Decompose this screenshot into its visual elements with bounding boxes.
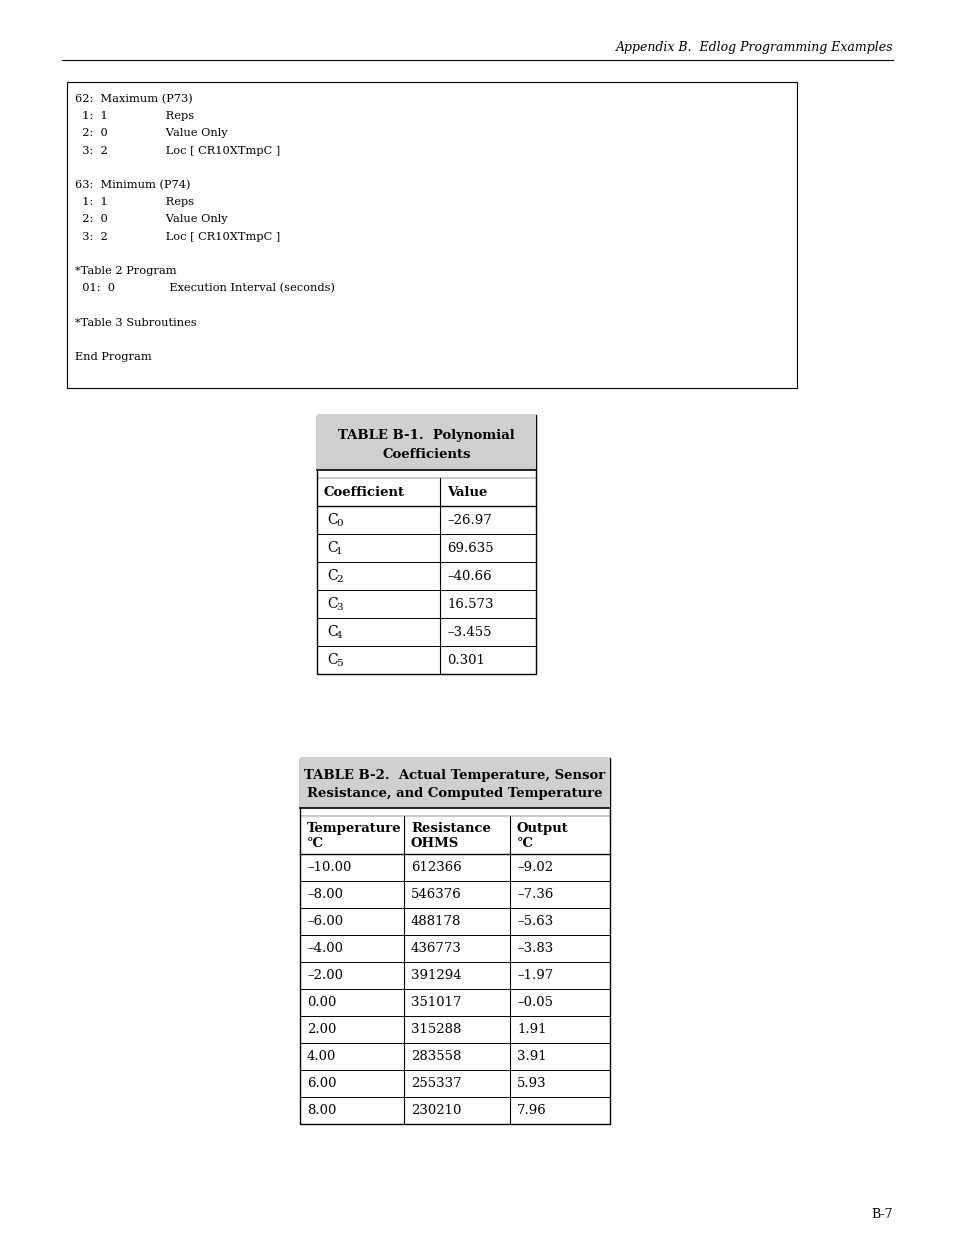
Text: Appendix B.  Edlog Programming Examples: Appendix B. Edlog Programming Examples — [615, 42, 892, 54]
Text: Coefficient: Coefficient — [324, 485, 405, 499]
Text: °C: °C — [307, 837, 324, 850]
Text: *Table 3 Subroutines: *Table 3 Subroutines — [75, 317, 196, 327]
Text: 546376: 546376 — [411, 888, 461, 902]
Text: 2:  0                Value Only: 2: 0 Value Only — [75, 128, 228, 138]
Text: –7.36: –7.36 — [517, 888, 553, 902]
Text: C: C — [327, 541, 337, 555]
Text: Output: Output — [517, 821, 568, 835]
Text: 1:  1                Reps: 1: 1 Reps — [75, 111, 193, 121]
Text: –3.455: –3.455 — [447, 625, 491, 638]
Text: –8.00: –8.00 — [307, 888, 343, 902]
Text: 4.00: 4.00 — [307, 1050, 336, 1063]
Text: 255337: 255337 — [411, 1077, 461, 1091]
Text: 283558: 283558 — [411, 1050, 461, 1063]
Text: OHMS: OHMS — [411, 837, 458, 850]
Text: –0.05: –0.05 — [517, 995, 553, 1009]
Text: 1: 1 — [335, 547, 342, 556]
Text: C: C — [327, 597, 337, 611]
Text: –3.83: –3.83 — [517, 942, 553, 955]
Text: 0.00: 0.00 — [307, 995, 336, 1009]
Text: TABLE B-1.  Polynomial: TABLE B-1. Polynomial — [337, 430, 515, 442]
Text: 1:  1                Reps: 1: 1 Reps — [75, 198, 193, 207]
Text: TABLE B-2.  Actual Temperature, Sensor: TABLE B-2. Actual Temperature, Sensor — [304, 769, 605, 782]
Bar — [316, 415, 536, 674]
Text: C: C — [327, 513, 337, 527]
Bar — [316, 415, 536, 471]
Bar — [67, 82, 796, 388]
Text: –26.97: –26.97 — [447, 514, 491, 526]
Text: C: C — [327, 625, 337, 638]
Text: 2.00: 2.00 — [307, 1023, 336, 1036]
Text: *Table 2 Program: *Table 2 Program — [75, 266, 176, 275]
Text: 3: 3 — [335, 603, 342, 613]
Text: 2: 2 — [335, 576, 342, 584]
Text: B-7: B-7 — [871, 1209, 892, 1221]
Text: C: C — [327, 569, 337, 583]
Text: –9.02: –9.02 — [517, 861, 553, 874]
Text: –6.00: –6.00 — [307, 915, 343, 927]
Text: –10.00: –10.00 — [307, 861, 351, 874]
Text: 63:  Minimum (P74): 63: Minimum (P74) — [75, 180, 191, 190]
Text: 0.301: 0.301 — [447, 653, 484, 667]
Text: 16.573: 16.573 — [447, 598, 493, 610]
Text: 488178: 488178 — [411, 915, 461, 927]
Text: C: C — [327, 653, 337, 667]
Text: –1.97: –1.97 — [517, 969, 553, 982]
Text: 3.91: 3.91 — [517, 1050, 546, 1063]
Text: Temperature: Temperature — [307, 821, 401, 835]
Text: 230210: 230210 — [411, 1104, 461, 1116]
Text: 351017: 351017 — [411, 995, 461, 1009]
Text: 436773: 436773 — [411, 942, 461, 955]
Text: Resistance: Resistance — [411, 821, 491, 835]
Text: 5.93: 5.93 — [517, 1077, 546, 1091]
Text: 612366: 612366 — [411, 861, 461, 874]
Text: Resistance, and Computed Temperature: Resistance, and Computed Temperature — [307, 788, 602, 800]
Bar — [299, 758, 609, 1124]
Text: –5.63: –5.63 — [517, 915, 553, 927]
Bar — [299, 758, 609, 808]
Text: 01:  0               Execution Interval (seconds): 01: 0 Execution Interval (seconds) — [75, 283, 335, 294]
Text: 1.91: 1.91 — [517, 1023, 546, 1036]
Text: 7.96: 7.96 — [517, 1104, 546, 1116]
Text: 0: 0 — [335, 519, 342, 529]
Text: –40.66: –40.66 — [447, 569, 491, 583]
Text: End Program: End Program — [75, 352, 152, 362]
Text: –4.00: –4.00 — [307, 942, 343, 955]
Text: –2.00: –2.00 — [307, 969, 343, 982]
Text: 4: 4 — [335, 631, 342, 640]
Text: 315288: 315288 — [411, 1023, 461, 1036]
Text: Coefficients: Coefficients — [382, 448, 470, 461]
Text: 3:  2                Loc [ CR10XTmpC ]: 3: 2 Loc [ CR10XTmpC ] — [75, 146, 280, 156]
Text: °C: °C — [517, 837, 534, 850]
Text: 62:  Maximum (P73): 62: Maximum (P73) — [75, 94, 193, 104]
Text: 6.00: 6.00 — [307, 1077, 336, 1091]
Text: 2:  0                Value Only: 2: 0 Value Only — [75, 215, 228, 225]
Text: 69.635: 69.635 — [447, 541, 493, 555]
Text: Value: Value — [447, 485, 487, 499]
Text: 8.00: 8.00 — [307, 1104, 336, 1116]
Text: 391294: 391294 — [411, 969, 461, 982]
Text: 5: 5 — [335, 659, 342, 668]
Text: 3:  2                Loc [ CR10XTmpC ]: 3: 2 Loc [ CR10XTmpC ] — [75, 232, 280, 242]
